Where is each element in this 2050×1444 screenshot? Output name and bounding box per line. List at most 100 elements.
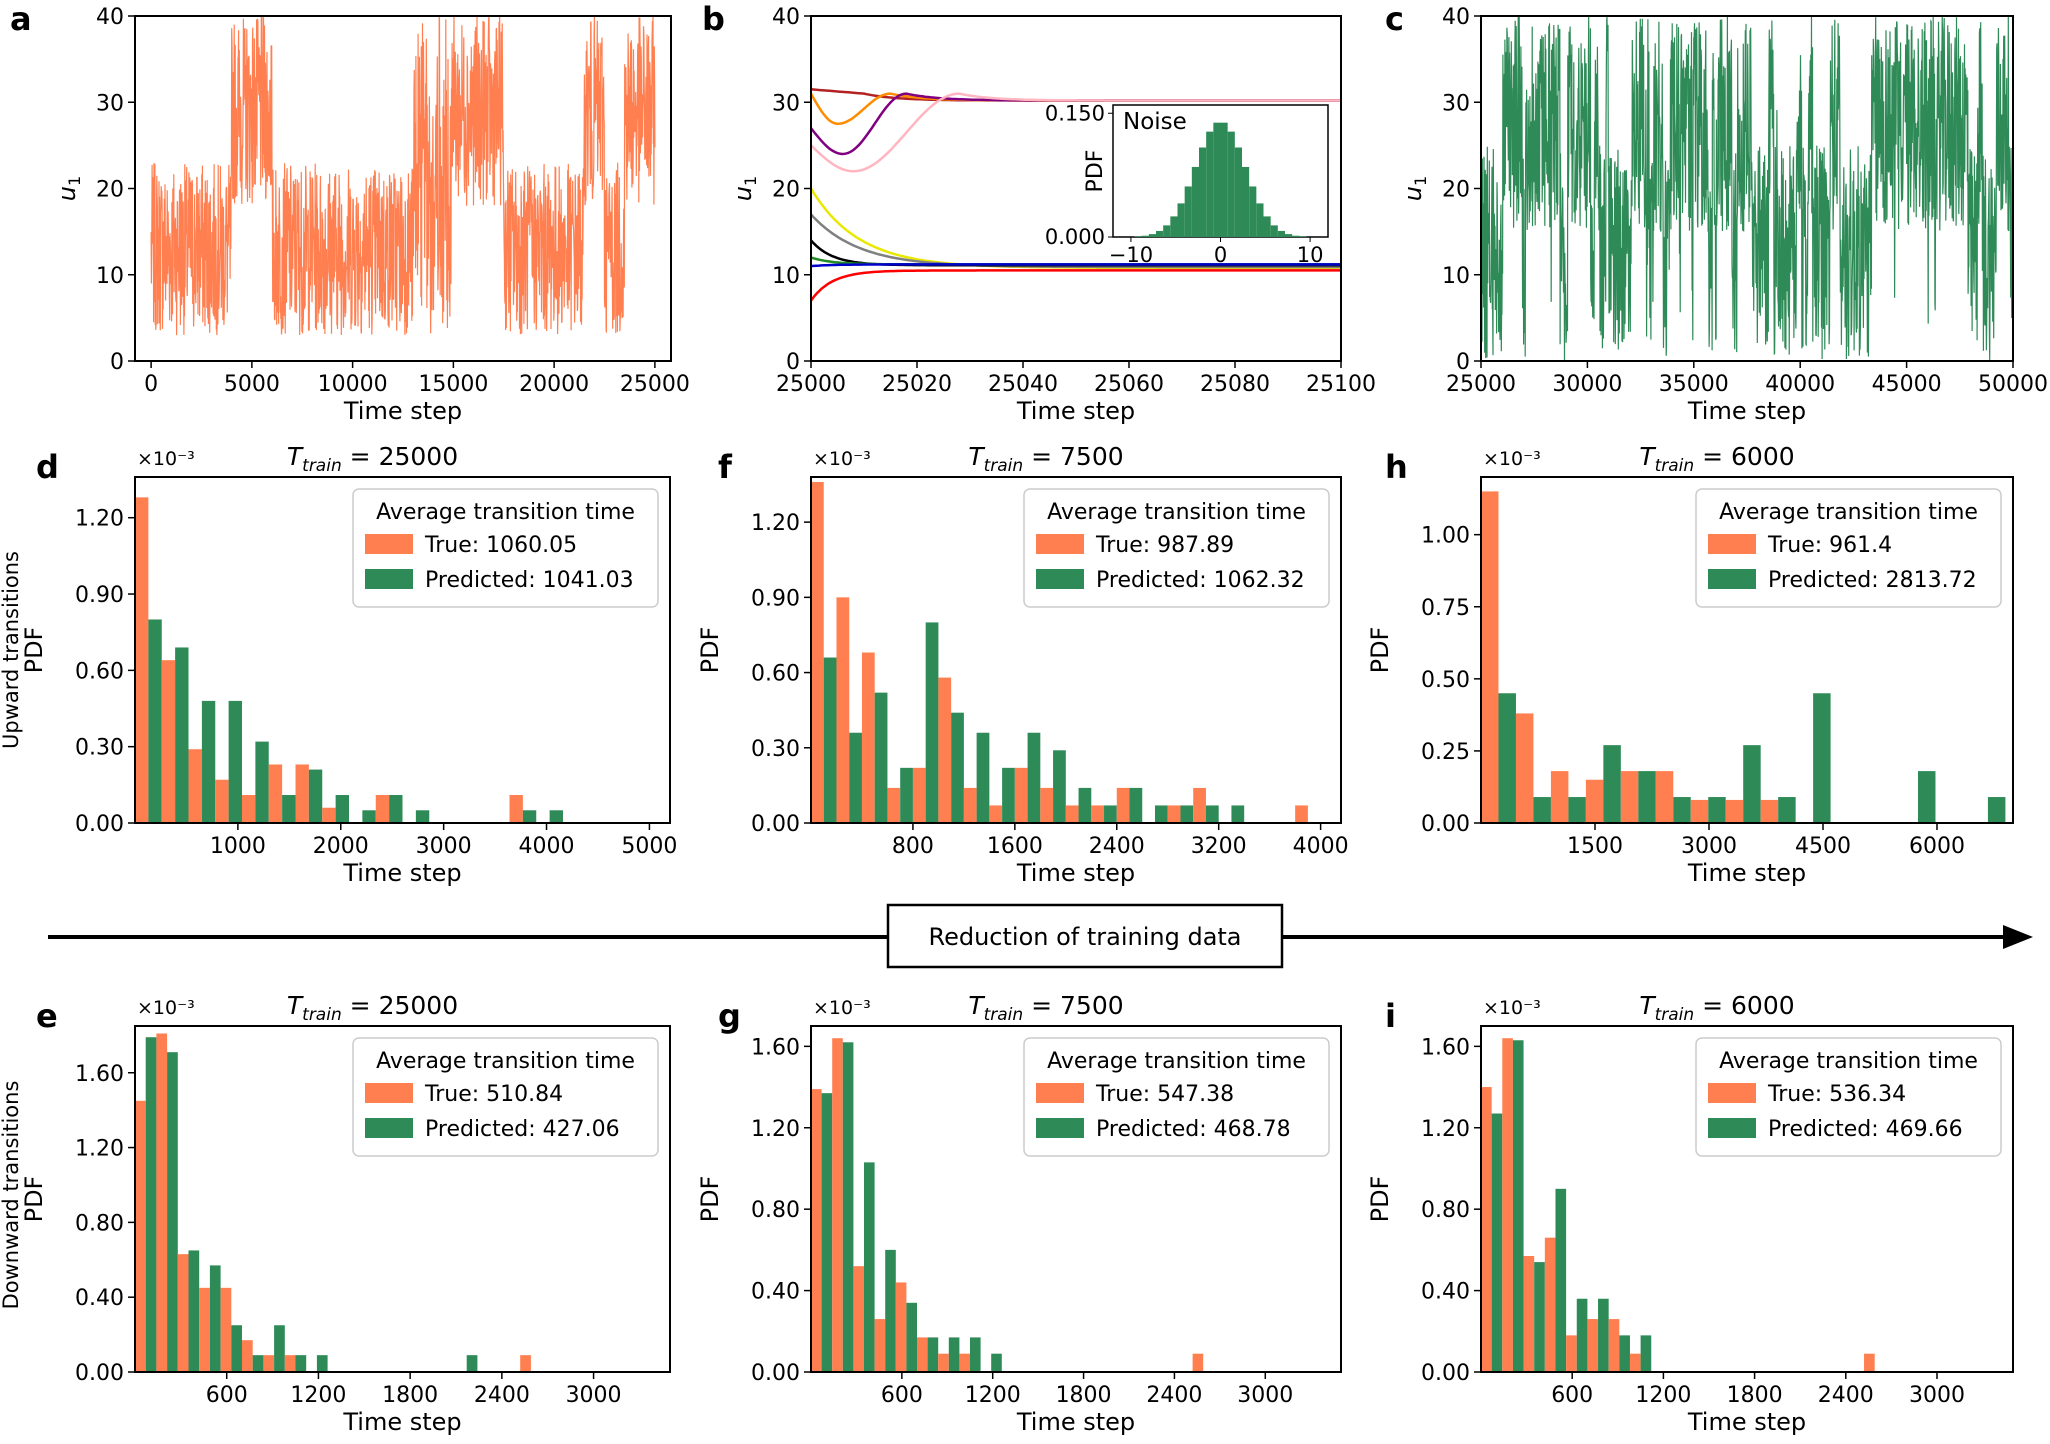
legend-swatch-predicted <box>1036 1118 1084 1138</box>
bar-true <box>938 677 952 823</box>
panel-d: 1000 2000 3000 4000 5000 0.00 0.30 0.60 0.90 1.20… <box>20 442 677 887</box>
x-tick-label: 1200 <box>290 1383 346 1408</box>
x-tick-label: 1800 <box>1727 1383 1783 1408</box>
bar-true <box>1502 1038 1513 1372</box>
bar-predicted <box>842 1042 854 1372</box>
bar-true <box>1725 799 1744 823</box>
inset-bar <box>1199 147 1207 237</box>
bar-predicted <box>1576 1298 1588 1372</box>
y-tick-label: 1.20 <box>751 1117 800 1142</box>
bar-true <box>1620 771 1639 823</box>
bar-true <box>1167 805 1181 823</box>
bar-predicted <box>1568 797 1586 823</box>
x-tick-label: 25000 <box>1446 372 1516 397</box>
chart-title: Ttrain = 6000 <box>1639 991 1794 1025</box>
legend-swatch-predicted <box>1036 569 1084 589</box>
inset-bar <box>1163 225 1171 237</box>
inset-y-tick-label: 0.150 <box>1045 101 1105 125</box>
bar-predicted <box>201 700 216 823</box>
panel-label-g: g <box>718 997 741 1035</box>
panel-label-a: a <box>10 0 32 38</box>
y-tick-label: 0.90 <box>75 583 124 608</box>
row-label-downward: Downward transitions <box>0 1081 23 1310</box>
bar-true <box>215 779 229 823</box>
legend-swatch-true <box>1036 534 1084 554</box>
bar-true <box>1864 1353 1875 1372</box>
x-axis-label: Time step <box>342 1408 461 1436</box>
bar-predicted <box>549 810 563 823</box>
bar-predicted <box>167 1052 178 1372</box>
legend-title: Average transition time <box>1047 500 1306 525</box>
y-tick-label: 10 <box>96 264 124 289</box>
legend-predicted-label: Predicted: 1041.03 <box>425 568 634 593</box>
bar-true <box>1608 1319 1620 1372</box>
panel-label-e: e <box>36 997 58 1035</box>
inset-bar <box>1170 216 1178 237</box>
y-tick-label: 0.00 <box>75 1361 124 1386</box>
bar-true <box>1690 799 1709 823</box>
y-tick-label: 20 <box>1442 178 1470 203</box>
bar-predicted <box>1078 787 1092 823</box>
bar-true <box>1193 787 1206 823</box>
y-axis-label: PDF <box>696 1176 724 1223</box>
bar-predicted <box>821 1093 833 1372</box>
x-tick-label: 3000 <box>416 834 472 859</box>
bar-true <box>322 807 336 823</box>
bar-true <box>1629 1353 1641 1372</box>
arrow-label: Reduction of training data <box>928 923 1241 951</box>
x-tick-label: 2400 <box>1818 1383 1874 1408</box>
y-tick-label: 1.00 <box>1421 524 1470 549</box>
panel-i: 600 1200 1800 2400 3000 0.00 0.40 0.80 1.20 1.60 T… <box>1366 991 2014 1436</box>
y-tick-label: 0 <box>1456 350 1470 375</box>
legend-swatch-predicted <box>365 569 413 589</box>
y-tick-label: 0.00 <box>1421 1361 1470 1386</box>
x-tick-label: 4500 <box>1795 834 1851 859</box>
bar-true <box>1515 713 1534 823</box>
y-tick-label: 0 <box>786 350 800 375</box>
axes-frame <box>134 476 671 824</box>
y-tick-label: 1.20 <box>1421 1117 1470 1142</box>
bar-true <box>1523 1255 1535 1372</box>
bar-predicted <box>864 1162 875 1372</box>
legend-swatch-predicted <box>365 1118 413 1138</box>
legend-title: Average transition time <box>376 1049 635 1074</box>
legend: Average transition time True: 510.84 Predi… <box>352 1037 659 1157</box>
inset-bar <box>1156 230 1164 237</box>
bar-true <box>1566 1335 1577 1372</box>
inset-bar <box>1270 225 1278 237</box>
inset-bar <box>1206 131 1214 237</box>
inset-bar <box>1141 235 1149 237</box>
bar-predicted <box>362 810 376 823</box>
legend-predicted-label: Predicted: 1062.32 <box>1096 568 1305 593</box>
y-tick-label: 0.50 <box>1421 668 1470 693</box>
bar-true <box>509 795 523 823</box>
inset-bar <box>1177 203 1185 237</box>
inset-bar <box>1220 122 1228 237</box>
trajectory-red <box>809 269 1341 302</box>
x-tick-label: 4000 <box>1293 834 1349 859</box>
bar-predicted <box>308 769 323 823</box>
y-tick-label: 0.40 <box>751 1280 800 1305</box>
x-tick-label: 2000 <box>313 834 369 859</box>
bar-predicted <box>415 810 430 823</box>
bar-predicted <box>970 1337 981 1372</box>
x-tick-label: 25060 <box>1094 372 1164 397</box>
bar-predicted <box>1027 732 1041 823</box>
bar-predicted <box>951 712 964 823</box>
bar-predicted <box>145 1037 157 1372</box>
x-tick-label: 6000 <box>1909 834 1965 859</box>
x-tick-label: 25000 <box>620 372 690 397</box>
y-tick-label: 0.25 <box>1421 740 1470 765</box>
chart-title: Ttrain = 6000 <box>1639 442 1794 476</box>
bar-predicted <box>1598 1298 1609 1372</box>
bar-predicted <box>1231 805 1245 823</box>
y-axis-label: PDF <box>696 627 724 674</box>
bar-true <box>836 597 850 823</box>
bar-true <box>161 660 176 823</box>
inset-title: Noise <box>1123 109 1187 135</box>
y-axis-label: PDF <box>1366 1176 1394 1223</box>
bar-true <box>1544 1237 1556 1372</box>
panel-g: 600 1200 1800 2400 3000 0.00 0.40 0.80 1.20 1.60 T… <box>696 991 1342 1436</box>
panel-label-b: b <box>702 0 725 38</box>
y-axis-label: PDF <box>1366 627 1394 674</box>
